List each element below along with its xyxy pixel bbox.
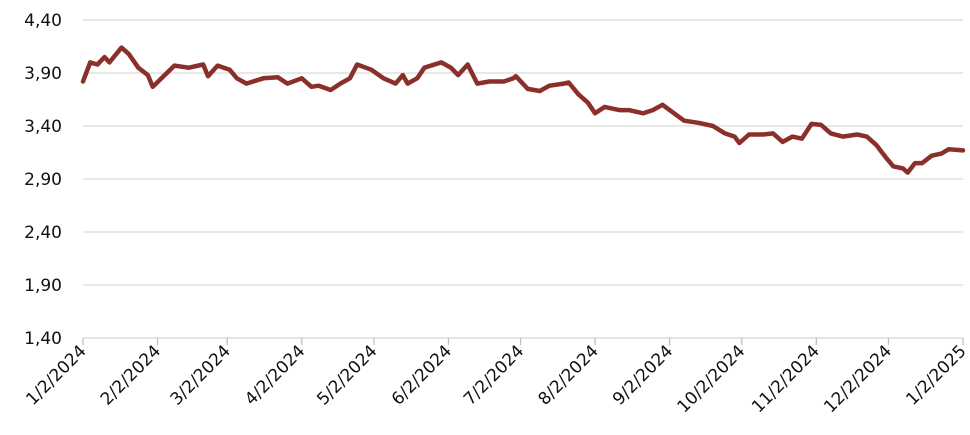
y-tick-label: 2,90	[24, 170, 62, 190]
data-line	[80, 45, 966, 175]
y-tick-label: 3,40	[24, 117, 62, 137]
x-tick-label: 9/2/2024	[609, 341, 677, 409]
x-tick-label: 1/2/2025	[902, 341, 970, 409]
x-tick-label: 6/2/2024	[388, 341, 456, 409]
x-tick-label: 5/2/2024	[313, 341, 381, 409]
x-tick-label: 11/2/2024	[748, 341, 824, 417]
y-tick-label: 1,40	[24, 329, 62, 349]
y-tick-label: 4,40	[24, 11, 62, 31]
x-tick-label: 7/2/2024	[460, 341, 528, 409]
y-tick-label: 1,90	[24, 276, 62, 296]
x-tick-label: 10/2/2024	[674, 341, 750, 417]
x-tick-label: 3/2/2024	[167, 341, 235, 409]
x-tick-label: 2/2/2024	[97, 341, 165, 409]
y-tick-label: 3,90	[24, 64, 62, 84]
x-tick-label: 12/2/2024	[820, 341, 896, 417]
x-tick-label: 8/2/2024	[535, 341, 603, 409]
y-tick-label: 2,40	[24, 223, 62, 243]
x-tick-label: 1/2/2024	[22, 341, 90, 409]
x-tick-label: 4/2/2024	[241, 341, 309, 409]
